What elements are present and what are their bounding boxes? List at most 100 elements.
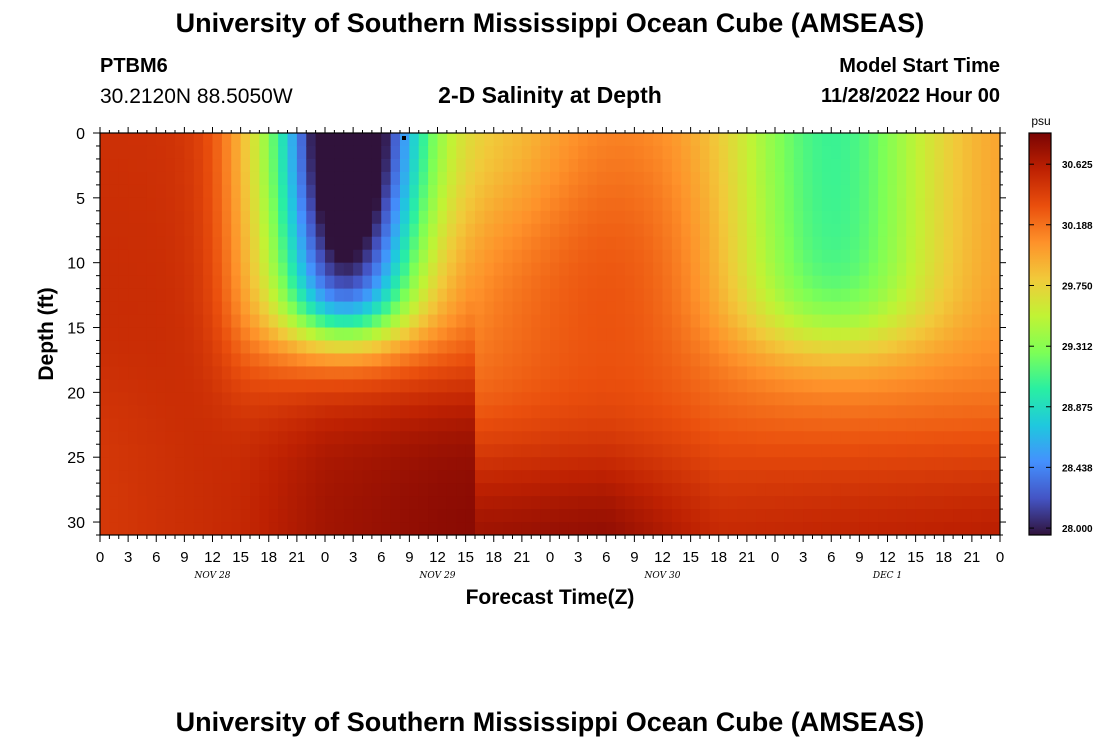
heatmap-cell: [943, 223, 954, 238]
heatmap-cell: [662, 444, 673, 458]
heatmap-cell: [934, 457, 945, 471]
heatmap-cell: [934, 223, 945, 238]
heatmap-cell: [896, 366, 907, 380]
heatmap-cell: [521, 171, 532, 186]
heatmap-cell: [278, 249, 289, 264]
heatmap-cell: [128, 522, 139, 535]
heatmap-cell: [137, 496, 148, 510]
heatmap-cell: [709, 197, 720, 212]
heatmap-cell: [137, 353, 148, 368]
heatmap-cell: [756, 184, 767, 199]
heatmap-cell: [943, 210, 954, 225]
heatmap-cell: [737, 171, 748, 186]
heatmap-cell: [325, 145, 335, 160]
heatmap-cell: [325, 197, 335, 212]
heatmap-cell: [990, 496, 1000, 510]
heatmap-cell: [278, 470, 289, 484]
heatmap-cell: [831, 431, 842, 445]
heatmap-cell: [165, 457, 176, 471]
heatmap-cell: [521, 366, 532, 380]
heatmap-cell: [390, 158, 401, 173]
heatmap-cell: [765, 314, 776, 329]
heatmap-cell: [203, 470, 214, 484]
heatmap-cell: [578, 249, 589, 264]
heatmap-cell: [315, 288, 326, 303]
heatmap-cell: [765, 509, 776, 523]
heatmap-cell: [193, 522, 204, 535]
heatmap-cell: [456, 145, 467, 160]
heatmap-cell: [587, 210, 598, 225]
heatmap-cell: [643, 483, 654, 497]
heatmap-cell: [840, 509, 851, 523]
heatmap-cell: [559, 457, 570, 471]
heatmap-cell: [803, 275, 814, 290]
heatmap-cell: [484, 392, 495, 406]
heatmap-cell: [315, 379, 326, 393]
heatmap-cell: [971, 327, 982, 342]
heatmap-cell: [850, 145, 860, 160]
heatmap-cell: [418, 145, 429, 160]
heatmap-cell: [615, 184, 626, 199]
heatmap-cell: [606, 496, 617, 510]
heatmap-cell: [803, 171, 814, 186]
heatmap-cell: [887, 210, 898, 225]
heatmap-cell: [925, 158, 935, 173]
heatmap-cell: [962, 249, 973, 264]
heatmap-cell: [334, 483, 345, 497]
heatmap-cell: [868, 249, 879, 264]
heatmap-cell: [550, 470, 560, 484]
heatmap-cell: [240, 483, 251, 497]
heatmap-cell: [146, 171, 157, 186]
heatmap-cell: [184, 470, 195, 484]
heatmap-cell: [503, 197, 514, 212]
heatmap-cell: [353, 457, 364, 471]
heatmap-cell: [240, 171, 251, 186]
heatmap-cell: [850, 236, 860, 251]
heatmap-cell: [643, 353, 654, 368]
heatmap-cell: [953, 249, 964, 264]
heatmap-cell: [812, 275, 823, 290]
heatmap-cell: [390, 392, 401, 406]
heatmap-cell: [943, 340, 954, 355]
heatmap-cell: [971, 431, 982, 445]
heatmap-cell: [850, 392, 860, 406]
heatmap-cell: [587, 327, 598, 342]
heatmap-cell: [287, 366, 298, 380]
heatmap-cell: [868, 379, 879, 393]
heatmap-cell: [165, 223, 176, 238]
heatmap-cell: [596, 379, 607, 393]
heatmap-cell: [381, 275, 392, 290]
heatmap-cell: [231, 509, 242, 523]
heatmap-cell: [315, 145, 326, 160]
heatmap-cell: [671, 301, 682, 316]
heatmap-cell: [568, 301, 579, 316]
heatmap-cell: [231, 197, 242, 212]
heatmap-cell: [165, 275, 176, 290]
heatmap-cell: [728, 171, 739, 186]
heatmap-cell: [325, 405, 335, 419]
heatmap-cell: [868, 288, 879, 303]
heatmap-cell: [615, 353, 626, 368]
heatmap-cell: [746, 262, 757, 277]
heatmap-cell: [456, 314, 467, 329]
heatmap-cell: [268, 145, 279, 160]
heatmap-cell: [700, 431, 710, 445]
heatmap-cell: [925, 327, 935, 342]
heatmap-cell: [128, 431, 139, 445]
heatmap-cell: [109, 379, 120, 393]
heatmap-cell: [878, 249, 889, 264]
heatmap-cell: [193, 431, 204, 445]
heatmap-cell: [109, 431, 120, 445]
heatmap-cell: [531, 418, 542, 432]
heatmap-cell: [953, 340, 964, 355]
heatmap-cell: [109, 366, 120, 380]
heatmap-cell: [925, 288, 935, 303]
heatmap-cell: [746, 210, 757, 225]
heatmap-cell: [259, 210, 270, 225]
heatmap-cell: [409, 483, 420, 497]
heatmap-cell: [943, 184, 954, 199]
heatmap-cell: [306, 418, 317, 432]
heatmap-cell: [953, 158, 964, 173]
heatmap-cell: [343, 249, 354, 264]
heatmap-cell: [465, 275, 476, 290]
